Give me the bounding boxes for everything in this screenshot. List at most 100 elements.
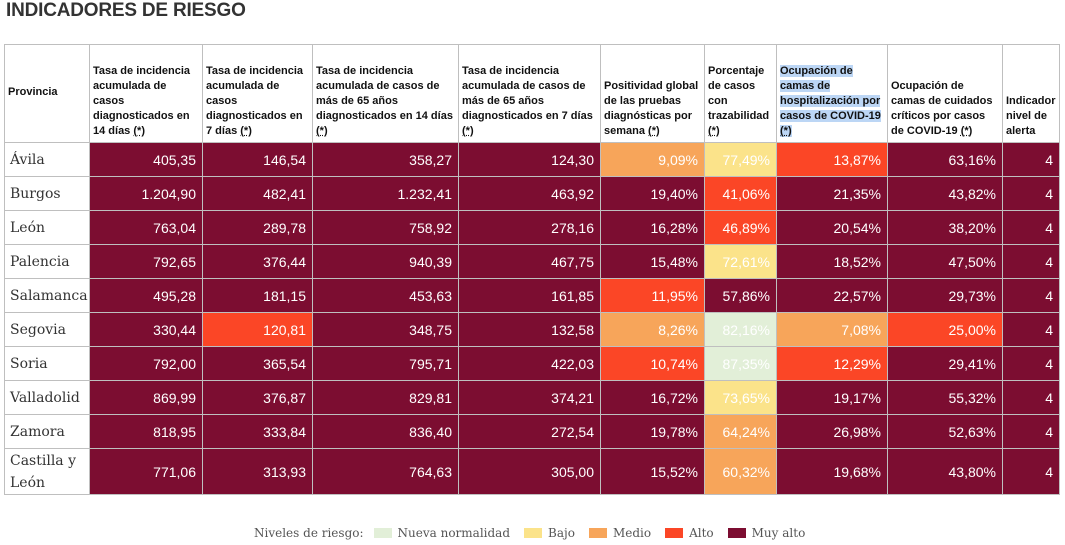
indicator-cell: 792,65 bbox=[89, 244, 203, 279]
indicator-cell: 52,63% bbox=[887, 414, 1003, 449]
legend-swatch bbox=[524, 528, 543, 538]
table-row: Segovia 330,44 120,81 348,75 132,58 8,26% 82,1… bbox=[4, 312, 1060, 347]
indicator-cell: 87,35% bbox=[704, 346, 777, 381]
header-label: Indicador nivel de alerta bbox=[1006, 95, 1056, 137]
header-positividad: Positividad global de las pruebas diagnó… bbox=[600, 44, 705, 143]
legend-item: Nueva normalidad bbox=[373, 526, 510, 540]
page-title: INDICADORES DE RIESGO bbox=[6, 0, 246, 21]
indicator-cell: 1.204,90 bbox=[89, 176, 203, 211]
indicator-cell: 358,27 bbox=[312, 142, 459, 177]
indicator-cell: 940,39 bbox=[312, 244, 459, 279]
alert-level-cell: 4 bbox=[1002, 346, 1060, 381]
province-cell: Salamanca bbox=[4, 278, 90, 313]
indicator-cell: 758,92 bbox=[312, 210, 459, 245]
indicator-cell: 47,50% bbox=[887, 244, 1003, 279]
table-row: Salamanca 495,28 181,15 453,63 161,85 11,95% 5… bbox=[4, 278, 1060, 313]
footnote-link[interactable]: (*) bbox=[648, 125, 660, 137]
indicator-cell: 763,04 bbox=[89, 210, 203, 245]
indicator-cell: 313,93 bbox=[202, 448, 313, 495]
alert-level-cell: 4 bbox=[1002, 210, 1060, 245]
table-row: León 763,04 289,78 758,92 278,16 16,28% 46,89%… bbox=[4, 210, 1060, 245]
legend-item: Bajo bbox=[524, 526, 575, 540]
header-incidencia-7d: Tasa de incidencia acumulada de casos di… bbox=[202, 44, 313, 143]
footnote-link[interactable]: (*) bbox=[133, 125, 145, 137]
province-cell: Castilla y León bbox=[4, 448, 90, 495]
indicator-cell: 146,54 bbox=[202, 142, 313, 177]
footnote-link[interactable]: (*) bbox=[960, 125, 973, 137]
alert-level-cell: 4 bbox=[1002, 244, 1060, 279]
indicator-cell: 19,40% bbox=[600, 176, 705, 211]
alert-level-cell: 4 bbox=[1002, 414, 1060, 449]
indicator-cell: 16,72% bbox=[600, 380, 705, 415]
indicator-cell: 46,89% bbox=[704, 210, 777, 245]
footnote-link[interactable]: (*) bbox=[316, 125, 328, 137]
table-row: Soria 792,00 365,54 795,71 422,03 10,74% 87,35… bbox=[4, 346, 1060, 381]
indicator-cell: 9,09% bbox=[600, 142, 705, 177]
indicator-cell: 453,63 bbox=[312, 278, 459, 313]
indicator-cell: 72,61% bbox=[704, 244, 777, 279]
indicator-cell: 11,95% bbox=[600, 278, 705, 313]
footnote-link[interactable]: (*) bbox=[780, 125, 792, 137]
alert-level-cell: 4 bbox=[1002, 142, 1060, 177]
risk-indicators-table: Provincia Tasa de incidencia acumulada d… bbox=[4, 44, 1060, 495]
header-label: Porcentaje de casos con trazabilidad bbox=[708, 65, 770, 122]
indicator-cell: 365,54 bbox=[202, 346, 313, 381]
indicator-cell: 25,00% bbox=[887, 312, 1003, 347]
indicator-cell: 333,84 bbox=[202, 414, 313, 449]
table-row: Ávila 405,35 146,54 358,27 124,30 9,09% 77,49%… bbox=[4, 142, 1060, 177]
indicator-cell: 467,75 bbox=[458, 244, 601, 279]
indicator-cell: 792,00 bbox=[89, 346, 203, 381]
indicator-cell: 376,44 bbox=[202, 244, 313, 279]
header-row: Provincia Tasa de incidencia acumulada d… bbox=[4, 44, 1060, 143]
indicator-cell: 55,32% bbox=[887, 380, 1003, 415]
header-incidencia-65-14d: Tasa de incidencia acumulada de casos de… bbox=[312, 44, 459, 143]
indicator-cell: 405,35 bbox=[89, 142, 203, 177]
indicator-cell: 330,44 bbox=[89, 312, 203, 347]
indicator-cell: 348,75 bbox=[312, 312, 459, 347]
table-body: Ávila 405,35 146,54 358,27 124,30 9,09% 77,49%… bbox=[4, 142, 1060, 495]
province-cell: Soria bbox=[4, 346, 90, 381]
indicator-cell: 43,82% bbox=[887, 176, 1003, 211]
header-label: Provincia bbox=[8, 85, 58, 98]
indicator-cell: 161,85 bbox=[458, 278, 601, 313]
indicator-cell: 29,73% bbox=[887, 278, 1003, 313]
province-cell: Ávila bbox=[4, 142, 90, 177]
indicator-cell: 19,68% bbox=[776, 448, 888, 495]
province-cell: Burgos bbox=[4, 176, 90, 211]
header-incidencia-14d: Tasa de incidencia acumulada de casos di… bbox=[89, 44, 203, 143]
indicator-cell: 15,52% bbox=[600, 448, 705, 495]
header-ocupacion-criticos: Ocupación de camas de cuidados críticos … bbox=[887, 44, 1003, 143]
indicator-cell: 795,71 bbox=[312, 346, 459, 381]
indicator-cell: 422,03 bbox=[458, 346, 601, 381]
indicator-cell: 305,00 bbox=[458, 448, 601, 495]
indicator-cell: 376,87 bbox=[202, 380, 313, 415]
indicator-cell: 374,21 bbox=[458, 380, 601, 415]
header-label: Tasa de incidencia acumulada de casos de… bbox=[462, 65, 593, 122]
indicator-cell: 7,08% bbox=[776, 312, 888, 347]
indicator-cell: 818,95 bbox=[89, 414, 203, 449]
indicator-cell: 13,87% bbox=[776, 142, 888, 177]
footnote-link[interactable]: (*) bbox=[708, 125, 720, 137]
legend-label: Medio bbox=[612, 526, 652, 540]
legend-item: Muy alto bbox=[727, 526, 805, 540]
indicator-cell: 272,54 bbox=[458, 414, 601, 449]
legend-swatch bbox=[588, 528, 607, 538]
indicator-cell: 278,16 bbox=[458, 210, 601, 245]
indicator-cell: 73,65% bbox=[704, 380, 777, 415]
indicator-cell: 8,26% bbox=[600, 312, 705, 347]
header-label: Positividad global de las pruebas diagnó… bbox=[604, 80, 699, 137]
indicator-cell: 869,99 bbox=[89, 380, 203, 415]
indicator-cell: 57,86% bbox=[704, 278, 777, 313]
indicator-cell: 764,63 bbox=[312, 448, 459, 495]
alert-level-cell: 4 bbox=[1002, 176, 1060, 211]
province-cell: Valladolid bbox=[4, 380, 90, 415]
indicator-cell: 181,15 bbox=[202, 278, 313, 313]
indicator-cell: 463,92 bbox=[458, 176, 601, 211]
alert-level-cell: 4 bbox=[1002, 278, 1060, 313]
footnote-link[interactable]: (*) bbox=[462, 125, 474, 137]
legend-label: Bajo bbox=[548, 526, 575, 540]
legend-label: Alto bbox=[689, 526, 714, 540]
header-label: Tasa de incidencia acumulada de casos de… bbox=[316, 65, 453, 122]
footnote-link[interactable]: (*) bbox=[240, 125, 252, 137]
indicator-cell: 43,80% bbox=[887, 448, 1003, 495]
